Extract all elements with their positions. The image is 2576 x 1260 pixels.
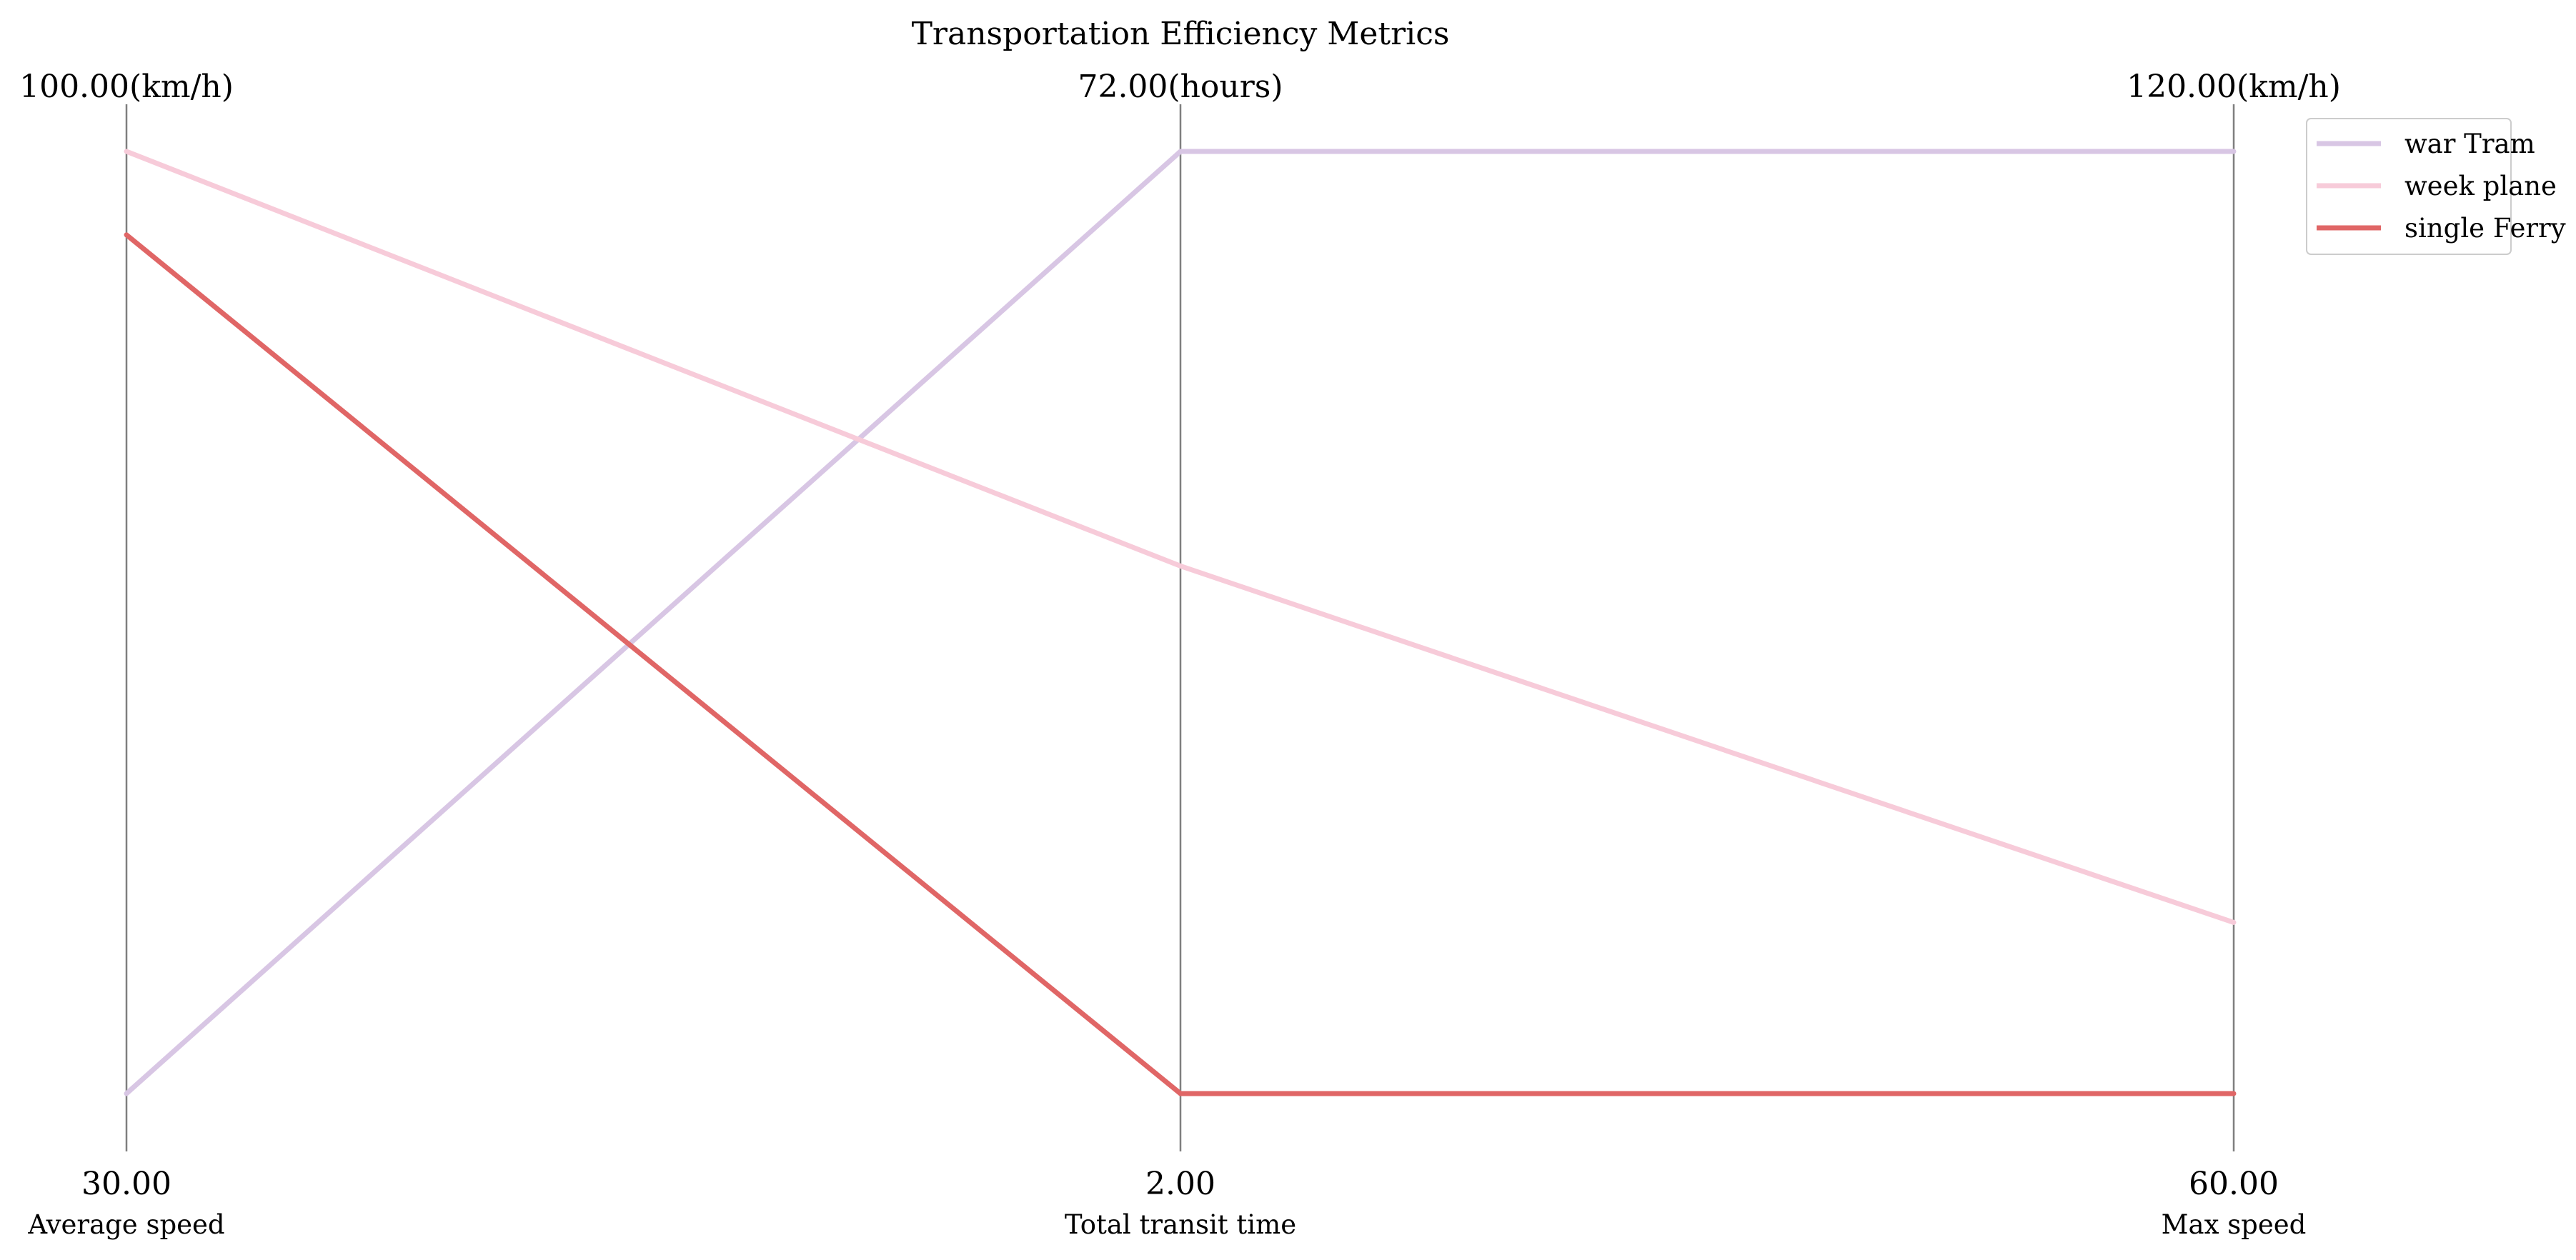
series-line-week-plane (124, 149, 2237, 925)
legend-frame (2306, 118, 2512, 255)
axis-max-label-2: 72.00(hours) (1078, 69, 1283, 105)
series-line-single-ferry (124, 232, 2237, 1096)
series-line-war-tram (124, 149, 2237, 1096)
axis-max-label-1: 100.00(km/h) (19, 69, 234, 105)
axis-title-1: Average speed (27, 1209, 224, 1240)
axis-max-label-3: 120.00(km/h) (2127, 69, 2341, 105)
legend-label-2: week plane (2405, 171, 2557, 201)
legend-label-3: single Ferry (2405, 213, 2566, 244)
axis-title-3: Max speed (2162, 1209, 2307, 1240)
series-lines-layer (124, 149, 2237, 1096)
legend: war Tram week plane single Ferry (2306, 118, 2566, 255)
axes-layer (125, 104, 2235, 1151)
legend-label-1: war Tram (2405, 129, 2535, 159)
axis-min-label-2: 2.00 (1145, 1166, 1215, 1202)
axis-labels-layer: 100.00(km/h) 30.00 Average speed 72.00(hour… (19, 69, 2341, 1240)
axis-min-label-3: 60.00 (2189, 1166, 2279, 1202)
axis-title-2: Total transit time (1065, 1209, 1296, 1240)
chart-title: Transportation Efficiency Metrics (912, 16, 1450, 52)
axis-min-label-1: 30.00 (81, 1166, 171, 1202)
